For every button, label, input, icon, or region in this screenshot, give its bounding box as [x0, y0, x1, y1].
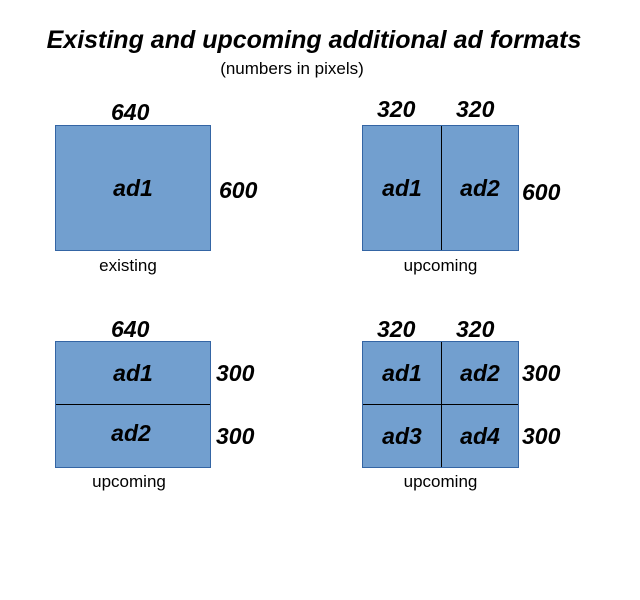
- ad-cell: ad1: [382, 174, 422, 201]
- width-label: 320: [377, 316, 416, 342]
- width-label: 320: [456, 96, 495, 122]
- ad-cell: ad2: [460, 174, 500, 201]
- diagram-subtitle: (numbers in pixels): [220, 59, 364, 78]
- caption: upcoming: [403, 472, 478, 491]
- ad-cell: ad1: [113, 174, 153, 201]
- height-label: 600: [219, 177, 258, 203]
- height-label: 300: [522, 423, 561, 449]
- ad-cell: ad2: [111, 420, 151, 446]
- divider: [441, 126, 442, 250]
- ad-cell: ad3: [382, 422, 422, 449]
- height-label: 300: [522, 360, 561, 386]
- caption: upcoming: [403, 256, 478, 275]
- width-label: 640: [111, 316, 150, 342]
- ad-cell: ad4: [460, 422, 500, 449]
- ad-box: ad1 ad2: [55, 341, 211, 468]
- ad-cell: ad2: [460, 359, 500, 386]
- width-label: 320: [456, 316, 495, 342]
- caption: existing: [99, 256, 157, 275]
- width-label: 320: [377, 96, 416, 122]
- height-label: 300: [216, 360, 255, 386]
- divider: [56, 404, 210, 405]
- height-label: 300: [216, 423, 255, 449]
- height-label: 600: [522, 179, 561, 205]
- ad-cell: ad1: [113, 359, 153, 386]
- ad-box: ad1 ad2 ad3 ad4: [362, 341, 519, 468]
- divider: [363, 404, 518, 405]
- ad-cell: ad1: [382, 359, 422, 386]
- ad-box: ad1: [55, 125, 211, 251]
- caption: upcoming: [92, 472, 166, 491]
- width-label: 640: [111, 99, 150, 125]
- ad-box: ad1 ad2: [362, 125, 519, 251]
- diagram-title: Existing and upcoming additional ad form…: [46, 26, 582, 54]
